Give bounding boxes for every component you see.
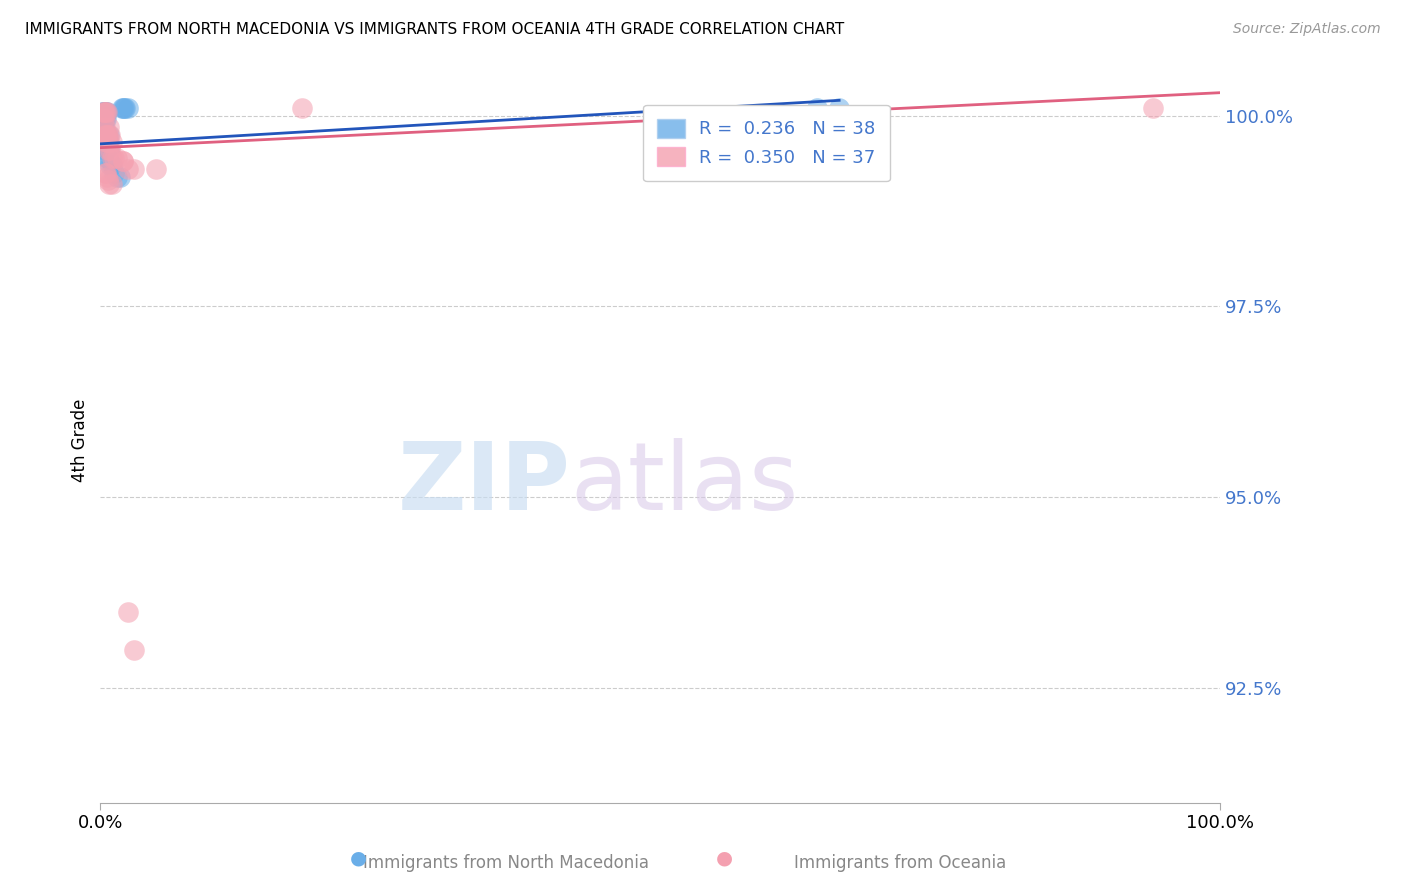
Point: [103, 151, 125, 165]
Point: [98, 128, 121, 142]
Point: [94, 128, 117, 142]
Point: [96, 169, 118, 184]
Point: [122, 162, 145, 177]
Point: [828, 101, 851, 115]
Point: [98, 178, 121, 192]
Point: [94, 104, 117, 119]
Y-axis label: 4th Grade: 4th Grade: [72, 399, 89, 482]
Point: [94, 136, 117, 150]
Point: [93, 136, 115, 150]
Point: [98, 136, 121, 150]
Text: ZIP: ZIP: [398, 438, 571, 530]
Point: [96, 136, 118, 150]
Point: [97, 143, 120, 157]
Point: [1142, 101, 1164, 115]
Point: [94, 128, 117, 142]
Point: [117, 162, 139, 177]
Point: [100, 143, 122, 157]
Point: [96, 128, 118, 142]
Point: [97, 128, 120, 142]
Text: IMMIGRANTS FROM NORTH MACEDONIA VS IMMIGRANTS FROM OCEANIA 4TH GRADE CORRELATION: IMMIGRANTS FROM NORTH MACEDONIA VS IMMIG…: [25, 22, 845, 37]
Point: [94, 166, 117, 180]
Point: [93, 104, 115, 119]
Text: ●: ●: [716, 849, 733, 868]
Point: [97, 173, 120, 187]
Point: [96, 151, 118, 165]
Text: ●: ●: [350, 849, 367, 868]
Point: [112, 101, 135, 115]
Point: [105, 151, 128, 165]
Point: [110, 169, 132, 184]
Point: [103, 166, 125, 180]
Text: atlas: atlas: [571, 438, 799, 530]
Point: [96, 104, 118, 119]
Point: [100, 158, 122, 172]
Point: [97, 136, 120, 150]
Point: [97, 151, 120, 165]
Text: Immigrants from Oceania: Immigrants from Oceania: [794, 855, 1005, 872]
Point: [93, 112, 115, 127]
Point: [100, 128, 122, 142]
Point: [122, 643, 145, 657]
Text: Source: ZipAtlas.com: Source: ZipAtlas.com: [1233, 22, 1381, 37]
Point: [117, 101, 139, 115]
Point: [94, 112, 117, 127]
Point: [96, 136, 118, 150]
Point: [111, 154, 134, 169]
Point: [105, 169, 128, 184]
Point: [94, 104, 117, 119]
Point: [91, 104, 114, 119]
Point: [98, 120, 121, 134]
Point: [94, 166, 117, 180]
Point: [96, 128, 118, 142]
Text: Immigrants from North Macedonia: Immigrants from North Macedonia: [363, 855, 650, 872]
Point: [90, 120, 112, 134]
Point: [94, 136, 117, 150]
Point: [94, 104, 117, 119]
Point: [94, 112, 117, 127]
Point: [145, 162, 167, 177]
Point: [114, 101, 136, 115]
Point: [91, 112, 114, 127]
Point: [91, 104, 114, 119]
Point: [98, 143, 121, 157]
Point: [111, 154, 134, 169]
Point: [91, 104, 114, 119]
Point: [96, 104, 118, 119]
Point: [91, 128, 114, 142]
Point: [94, 120, 117, 134]
Point: [111, 101, 134, 115]
Point: [111, 101, 134, 115]
Point: [93, 120, 115, 134]
Point: [93, 112, 115, 127]
Point: [94, 128, 117, 142]
Point: [100, 178, 122, 192]
Point: [100, 158, 122, 172]
Point: [94, 104, 117, 119]
Point: [806, 101, 828, 115]
Point: [117, 605, 139, 619]
Point: [100, 136, 122, 150]
Point: [93, 104, 115, 119]
Point: [94, 143, 117, 157]
Point: [94, 136, 117, 150]
Point: [291, 101, 314, 115]
Legend: R =  0.236   N = 38, R =  0.350   N = 37: R = 0.236 N = 38, R = 0.350 N = 37: [643, 104, 890, 181]
Point: [100, 151, 122, 165]
Point: [94, 128, 117, 142]
